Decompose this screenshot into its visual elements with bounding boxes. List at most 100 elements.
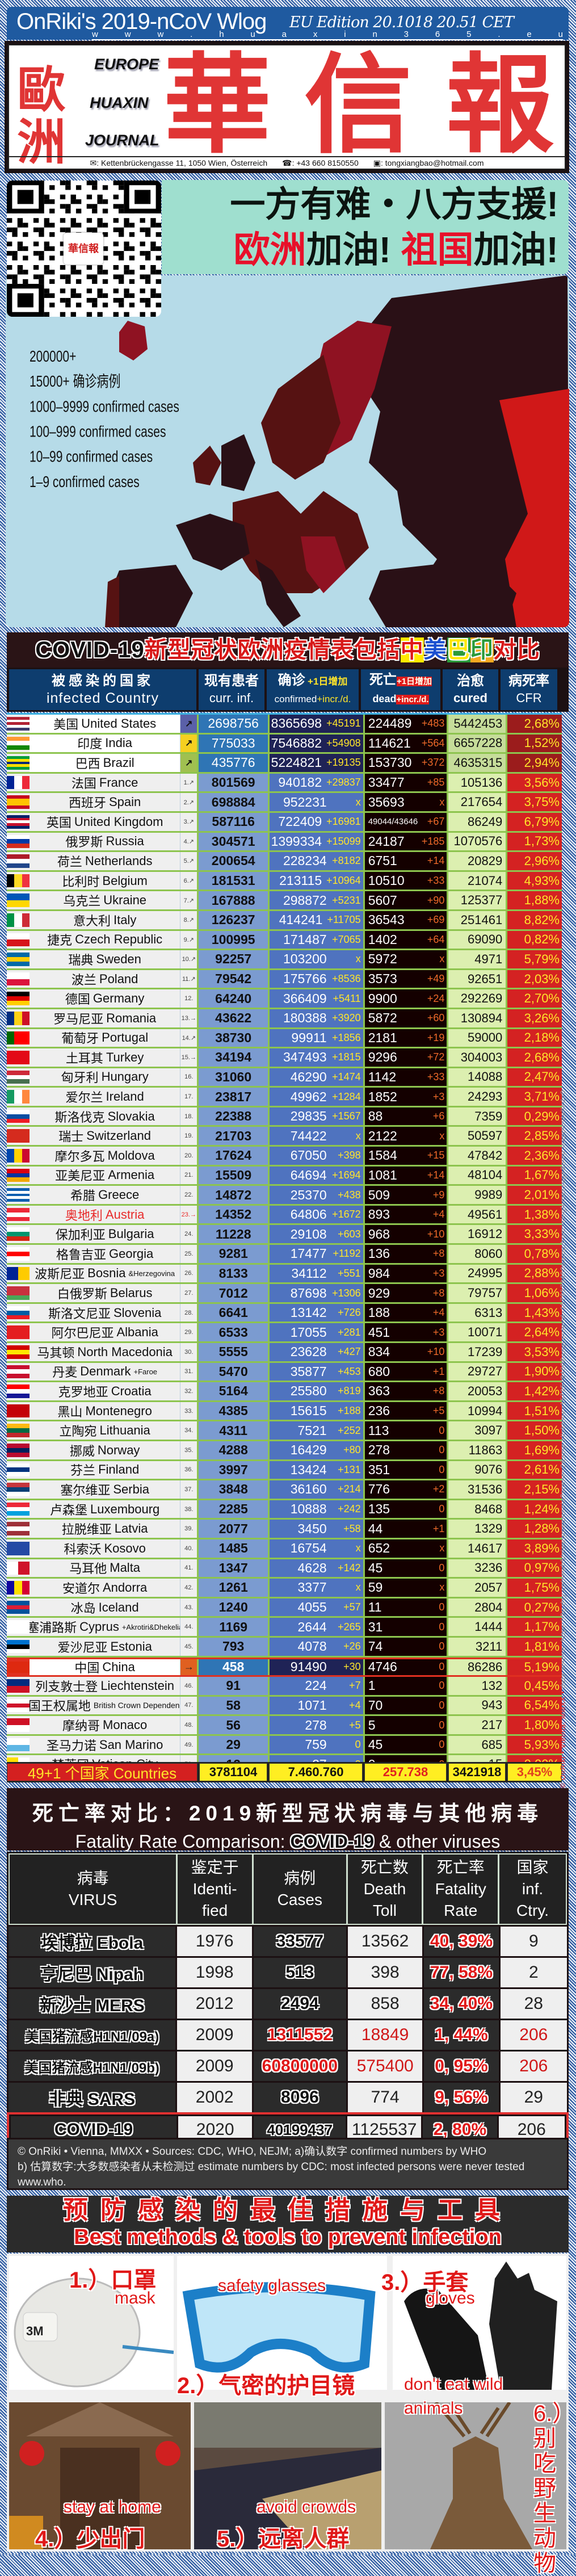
flag-icon — [7, 1147, 30, 1165]
virus-cases: 8096 — [253, 2083, 346, 2112]
dead-cell: 45 0 — [364, 1559, 447, 1578]
confirmed-value: 103200 — [283, 951, 327, 967]
flag-icon — [7, 1677, 30, 1695]
rank-trend: 49. — [180, 1735, 197, 1754]
dead-value: 24187 — [368, 833, 405, 849]
virus-header-cell: 死亡率 Fatality Rate — [423, 1855, 498, 1924]
dead-increase: 0 — [439, 1444, 445, 1456]
cured-value: 685 — [448, 1735, 506, 1754]
table-row: 圣马力诺 San Marino 49. 29 759 0 45 0 685 5,93% — [7, 1735, 562, 1756]
virus-name: 亨尼巴 Nipah — [9, 1958, 176, 1987]
dead-value: 9296 — [368, 1050, 397, 1065]
country-name-zh: 葡萄牙 — [61, 1031, 99, 1046]
table-row: 乌克兰 Ukraine 7.↗ 167888 298872 +5231 5607 +90 125… — [7, 891, 562, 911]
country-name-zh: 亚美尼亚 — [55, 1169, 106, 1184]
dead-increase: +8 — [432, 1385, 445, 1397]
table-row: 巴西 Brazil ↗ 435776 5224821 +19135 153730 +372 46… — [7, 754, 562, 774]
cured-value: 8468 — [448, 1500, 506, 1518]
virus-header-en: Cases — [277, 1891, 322, 1908]
table-row: 中国 China → 458 91490 +30 4746 0 86286 5,19% — [7, 1657, 562, 1677]
dead-increase: 0 — [439, 1661, 445, 1673]
flag-icon — [7, 832, 30, 851]
confirmed-value: 2644 — [297, 1619, 327, 1634]
dead-value: 3573 — [368, 971, 397, 987]
rank-trend: 37. — [180, 1480, 197, 1499]
country-name-zh: 保加利亚 — [55, 1228, 106, 1243]
country-name-zh: 印度 — [77, 737, 103, 752]
mask-image: 3M — [9, 2256, 174, 2390]
country-name-zh: 圣马力诺 — [46, 1738, 96, 1753]
country-name-en: China — [102, 1659, 135, 1674]
dead-increase: +483 — [421, 718, 445, 729]
cfr-value: 2,61% — [507, 1461, 562, 1479]
cured-value: 105136 — [448, 773, 506, 792]
dead-cell: 680 +1 — [364, 1362, 447, 1381]
confirmed-value: 99911 — [291, 1030, 327, 1045]
dead-value: 44 — [368, 1521, 383, 1536]
table-row: 匈牙利 Hungary 16. 31060 46290 +1474 1142 +33 14088… — [7, 1068, 562, 1088]
qr-code[interactable]: 華信報 — [7, 181, 161, 317]
virus-table: 病毒 VIRUS 鉴定于 Identi- fied 病例 Cases 死亡数 Death To… — [7, 1852, 569, 2147]
dead-cell: 9900 +24 — [364, 989, 447, 1008]
country-name-en: San Marino — [99, 1737, 163, 1752]
confirmed-increase: +1474 — [332, 1071, 361, 1083]
dead-cell: 1081 +14 — [364, 1166, 447, 1185]
dead-increase: +372 — [421, 757, 445, 769]
website-char: 3 — [403, 30, 409, 39]
country-name-en: Brazil — [103, 755, 134, 770]
country-name-en: Norway — [97, 1442, 140, 1457]
header-dead: 死亡+1日增加 dead+incr./d. — [361, 669, 440, 710]
dead-value: 31 — [368, 1619, 383, 1634]
email-link[interactable]: tongxiangbao@hotmail.com — [385, 158, 484, 167]
table-row: 阿尔巴尼亚 Albania 29. 6533 17055 +281 451 +3 10071 2,… — [7, 1323, 562, 1343]
dead-increase: 0 — [439, 1739, 445, 1751]
dead-value: 5972 — [368, 951, 397, 967]
country-name: 亚美尼亚 Armenia — [29, 1166, 180, 1185]
dead-value: 45 — [368, 1560, 383, 1575]
rank-trend: 44. — [180, 1618, 197, 1636]
prevention-title-en: Best methods & tools to prevent infectio… — [74, 2225, 502, 2249]
table-row: 荷兰 Netherlands 5.↗ 200654 228234 +8182 6751 +14… — [7, 852, 562, 872]
slogan-part: 祖国 — [401, 229, 474, 270]
country-name: 英国王权属地British Crown Dependencies — [29, 1696, 180, 1715]
rank-trend: 28. — [180, 1303, 197, 1322]
virus-row: 美国猪流感H1N1/09a) 2009 1311552 18849 1, 44% 206 — [9, 2020, 567, 2050]
masthead-title-char-1: 華 — [163, 41, 272, 168]
confirmed-increase: +7065 — [332, 933, 361, 945]
country-name: 爱沙尼亚 Estonia — [29, 1637, 180, 1656]
confirmed-cell: 228234 +8182 — [270, 852, 363, 870]
source-link[interactable]: data source: https://3g.dxy.cn/newh5/vie… — [559, 1089, 567, 1689]
current-infected: 43622 — [199, 1009, 268, 1027]
virus-footnote: © OnRiki • Vienna, MMXX • Sources: CDC, … — [7, 2138, 569, 2202]
confirmed-cell: 91490 +30 — [270, 1659, 363, 1676]
current-infected: 698884 — [199, 793, 268, 811]
rank-trend: 18. — [180, 1107, 197, 1126]
header-confirmed-en: confirmed — [274, 693, 317, 704]
rank-trend: 36. — [180, 1461, 197, 1479]
rank-trend: 32. — [180, 1382, 197, 1400]
confirmed-cell: 13142 +726 — [270, 1303, 363, 1322]
flag-icon — [7, 1029, 30, 1047]
cured-value: 92651 — [448, 970, 506, 988]
cfr-value: 2,96% — [507, 852, 562, 870]
cured-value: 2057 — [448, 1579, 506, 1597]
phone-text[interactable]: +43 660 8150550 — [296, 158, 359, 167]
cfr-value: 2,70% — [507, 989, 562, 1008]
cfr-value: 2,01% — [507, 1186, 562, 1204]
flag-icon — [7, 989, 30, 1008]
legend-item: 1–9 confirmed cases — [30, 473, 140, 491]
confirmed-cell: 35877 +453 — [270, 1362, 363, 1381]
confirmed-cell: 74422 x — [270, 1127, 363, 1146]
virus-header-zh: 鉴定于 — [191, 1858, 239, 1877]
confirmed-value: 171487 — [283, 932, 327, 947]
website-link[interactable]: w w w. h u a x i n 3 6 5. e u — [92, 30, 563, 40]
table-row: 斯洛伐克 Slovakia 18. 22388 29835 +1567 88 +6 7359 0,… — [7, 1107, 562, 1127]
dead-cell: 776 +2 — [364, 1480, 447, 1499]
dead-cell: 1142 +33 — [364, 1068, 447, 1086]
masthead-title-char-3: 報 — [446, 41, 554, 168]
country-name-en: Bosnia — [87, 1266, 126, 1281]
cured-value: 9989 — [448, 1186, 506, 1204]
confirmed-cell: 17055 +281 — [270, 1323, 363, 1341]
flag-icon — [7, 1598, 30, 1617]
confirmed-value: 16754 — [290, 1541, 327, 1556]
